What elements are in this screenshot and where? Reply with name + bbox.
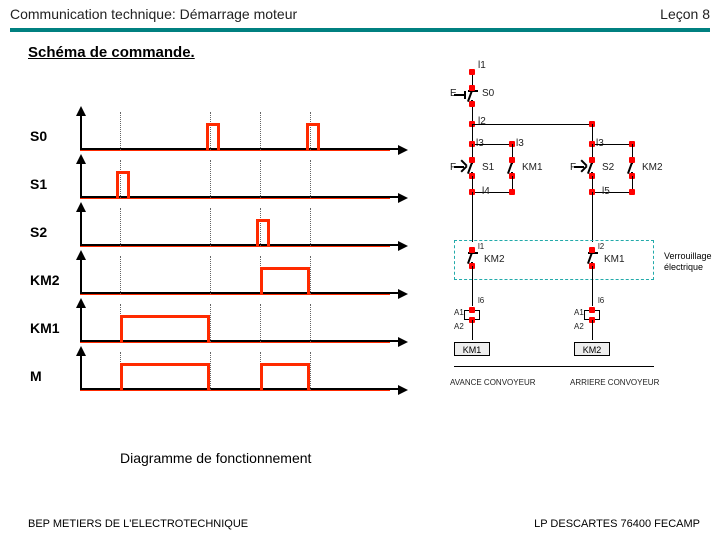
signal-label: M [30,368,42,384]
footer-left: BEP METIERS DE L'ELECTROTECHNIQUE [28,518,248,530]
schematic-label: S2 [602,162,614,173]
signal-axis [80,358,400,398]
section-title: Schéma de commande. [28,44,195,61]
signal-label: S0 [30,128,47,144]
lesson-number: Leçon 8 [660,6,710,22]
signal-axis [80,310,400,350]
schematic-label: S1 [482,162,494,173]
schematic-label: A1 [454,308,464,317]
timing-diagram: S0 S1 S2 KM2 KM1 M [20,118,420,406]
schematic-label: l2 [478,116,486,127]
signal-axis [80,214,400,254]
control-schematic: l1S0El2l3l3l3FS1KM1FS2KM2l4l5l1l2KM2KM1l… [442,58,702,438]
signal-label: S1 [30,176,47,192]
schematic-label: l6 [598,296,604,305]
timing-caption: Diagramme de fonctionnement [120,450,311,466]
signal-label: KM1 [30,320,60,336]
timing-row: M [20,358,420,406]
header: Communication technique: Démarrage moteu… [10,6,710,24]
schematic-label: l3 [516,138,524,149]
schematic-label: AVANCE CONVOYEUR [450,378,536,387]
schematic-label: l6 [478,296,484,305]
page-title: Communication technique: Démarrage moteu… [10,6,297,22]
signal-label: KM2 [30,272,60,288]
schematic-label: l4 [482,186,490,197]
schematic-label: ARRIERE CONVOYEUR [570,378,659,387]
interlock-label: Verrouillage électrique [664,251,720,273]
schematic-label: KM2 [484,254,505,265]
signal-label: S2 [30,224,47,240]
schematic-label: l1 [478,60,486,71]
schematic-label: KM1 [522,162,543,173]
schematic-label: KM1 [604,254,625,265]
schematic-label: A2 [574,322,584,331]
schematic-label: A2 [454,322,464,331]
header-divider [10,28,710,32]
signal-axis [80,166,400,206]
footer-right: LP DESCARTES 76400 FECAMP [534,518,700,530]
signal-axis [80,262,400,302]
signal-axis [80,118,400,158]
schematic-label: S0 [482,88,494,99]
schematic-label: l5 [602,186,610,197]
coil-box: KM1 [454,342,490,356]
coil-box: KM2 [574,342,610,356]
schematic-label: KM2 [642,162,663,173]
schematic-label: A1 [574,308,584,317]
